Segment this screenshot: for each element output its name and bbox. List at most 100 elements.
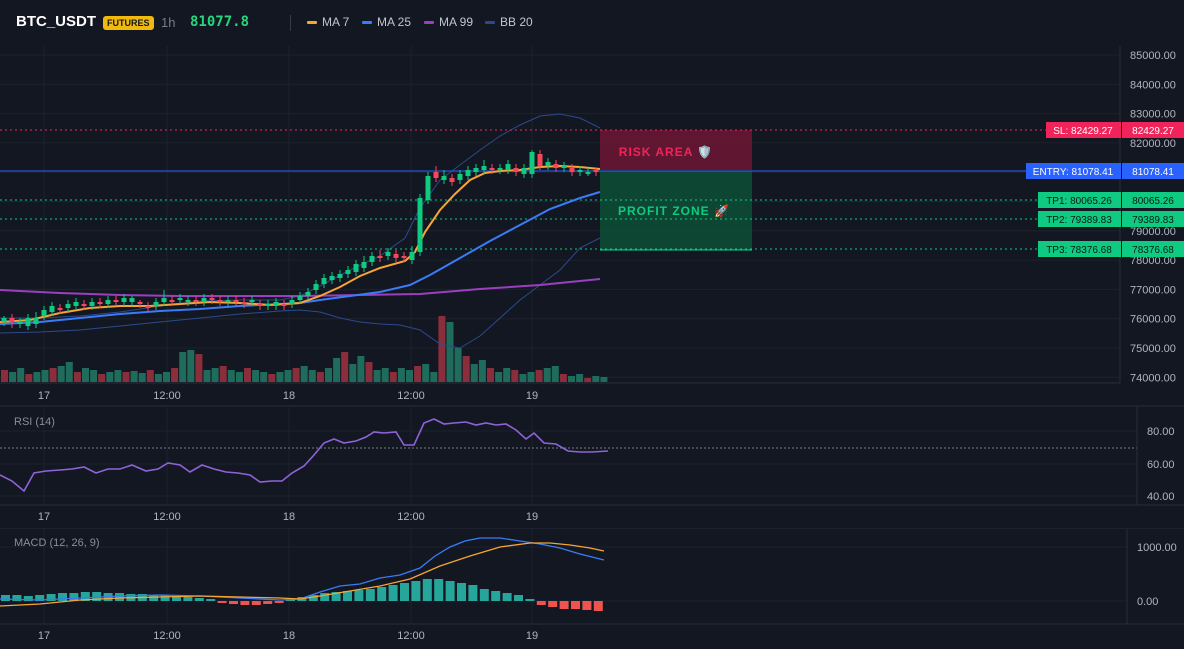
tp1-tag[interactable]: TP1: 80065.26 80065.26: [1038, 192, 1184, 208]
price-tick: 74000.00: [1130, 372, 1176, 384]
price-tick: 84000.00: [1130, 79, 1176, 91]
candle: [153, 298, 159, 310]
price-grid: [0, 46, 1120, 383]
candle: [97, 298, 103, 308]
candle: [353, 260, 359, 276]
time-label: 18: [283, 390, 295, 402]
profit-zone: [600, 171, 752, 250]
candle: [481, 160, 487, 174]
macd-histogram-bar: [12, 595, 22, 601]
volume-bar: [511, 370, 519, 382]
candle: [201, 294, 207, 306]
price-chart[interactable]: RISK AREA 🛡️ PROFIT ZONE 🚀 85000.00 84000…: [0, 0, 1184, 405]
time-label: 19: [526, 390, 538, 402]
candle: [217, 296, 223, 306]
rsi-grid: [0, 407, 1137, 505]
macd-histogram-bar: [160, 595, 170, 601]
volume-bar: [365, 362, 373, 382]
candle: [537, 150, 543, 170]
macd-histogram-bar: [525, 599, 535, 601]
macd-histogram-bar: [422, 579, 432, 601]
entry-tag[interactable]: ENTRY: 81078.41 81078.41: [1026, 163, 1184, 179]
macd-histogram-bar: [571, 601, 580, 609]
macd-histogram-bar: [194, 598, 204, 601]
candle: [513, 164, 519, 176]
volume-bar: [25, 374, 33, 382]
volume-bar: [106, 372, 114, 382]
legend-ma25[interactable]: MA 25: [362, 15, 411, 29]
candle: [185, 296, 191, 306]
candle: [89, 298, 95, 310]
candle: [121, 294, 127, 306]
macd-histogram-bar: [536, 601, 546, 605]
candle: [1, 316, 7, 326]
macd-histogram-bar: [491, 591, 501, 601]
candle: [545, 158, 551, 170]
candle: [137, 300, 143, 308]
sl-tag[interactable]: SL: 82429.27 82429.27: [1046, 122, 1184, 138]
volume-bar: [487, 368, 494, 382]
tp2-tag[interactable]: TP2: 79389.83 79389.83: [1038, 211, 1184, 227]
last-price: 81077.8: [190, 14, 250, 30]
candle: [345, 266, 351, 278]
candle: [521, 164, 527, 178]
tp3-tag[interactable]: TP3: 78376.68 78376.68: [1038, 241, 1184, 257]
rsi-panel[interactable]: RSI (14) 80.00 60.00 40.00 17 12:00 18 1…: [0, 405, 1184, 528]
futures-badge: FUTURES: [103, 16, 154, 30]
volume-bar: [333, 358, 341, 382]
volume-bar: [252, 370, 260, 382]
volume-bar: [163, 372, 170, 382]
volume-bar: [422, 364, 430, 382]
time-label: 17: [38, 390, 50, 402]
legend-ma99[interactable]: MA 99: [424, 15, 473, 29]
candle: [209, 294, 215, 304]
price-tick: 85000.00: [1130, 50, 1176, 62]
ma25-line: [0, 191, 601, 325]
time-axis[interactable]: 17 12:00 18 12:00 19: [38, 390, 538, 402]
time-label: 12:00: [397, 630, 425, 642]
macd-histogram-bar: [229, 601, 238, 604]
volume-bar: [284, 370, 292, 382]
candle: [145, 302, 151, 312]
volume-bar: [543, 368, 551, 382]
volume-bar: [316, 372, 324, 382]
timeframe-label[interactable]: 1h: [161, 15, 176, 30]
volume-bar: [584, 378, 592, 382]
candle: [297, 292, 303, 304]
volume-bar: [41, 370, 49, 382]
volume-bar: [195, 354, 203, 382]
rsi-tick: 80.00: [1147, 426, 1175, 438]
tp3-tag-label: TP3: 78376.68: [1046, 245, 1112, 256]
candle: [9, 314, 15, 328]
volume-bar: [600, 377, 608, 382]
volume-bar: [146, 370, 154, 382]
candle: [265, 300, 271, 310]
macd-tick: 1000.00: [1137, 542, 1177, 554]
macd-histogram-bar: [343, 591, 352, 601]
candle: [257, 300, 263, 310]
candle: [577, 166, 583, 176]
legend-ma7[interactable]: MA 7: [307, 15, 349, 29]
volume-bar: [9, 372, 17, 382]
macd-histogram-bar: [468, 585, 478, 601]
legend-bb20[interactable]: BB 20: [485, 15, 533, 29]
candle: [193, 296, 199, 306]
volume-bar: [397, 368, 405, 382]
tp3-axis-value: 78376.68: [1132, 245, 1174, 256]
volume-bar: [300, 366, 308, 382]
candle: [361, 256, 367, 272]
macd-histogram-bar: [23, 596, 33, 601]
price-tick: 79000.00: [1130, 226, 1176, 238]
price-tick: 78000.00: [1130, 255, 1176, 267]
candle: [249, 296, 255, 306]
macd-histogram-bar: [172, 596, 181, 601]
candle: [337, 270, 343, 282]
macd-panel[interactable]: MACD (12, 26, 9) 1000.00 0.00 17 12:00 1…: [0, 528, 1184, 649]
volume-bar: [244, 368, 251, 382]
candle: [409, 246, 415, 264]
rsi-title: RSI (14): [14, 416, 55, 428]
legend-ma7-swatch: [307, 20, 317, 24]
symbol-title[interactable]: BTC_USDT: [16, 13, 97, 30]
macd-histogram-bar: [365, 589, 375, 601]
macd-histogram-bar: [240, 601, 250, 605]
